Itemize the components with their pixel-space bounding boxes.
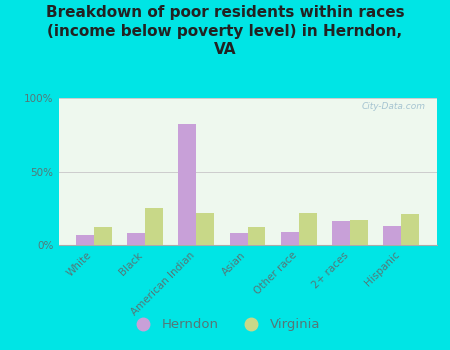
- Bar: [127, 233, 145, 245]
- Bar: [230, 233, 248, 245]
- Bar: [401, 214, 419, 245]
- Bar: [383, 226, 401, 245]
- Text: City-Data.com: City-Data.com: [361, 103, 425, 111]
- Bar: [281, 232, 299, 245]
- Bar: [76, 235, 94, 245]
- Text: Breakdown of poor residents within races
(income below poverty level) in Herndon: Breakdown of poor residents within races…: [46, 5, 404, 57]
- Bar: [94, 228, 112, 245]
- Bar: [178, 125, 196, 245]
- Legend: Herndon, Virginia: Herndon, Virginia: [124, 313, 326, 336]
- Bar: [332, 222, 350, 245]
- Bar: [145, 208, 163, 245]
- Bar: [299, 213, 317, 245]
- Bar: [196, 213, 214, 245]
- Bar: [350, 220, 368, 245]
- Bar: [248, 228, 266, 245]
